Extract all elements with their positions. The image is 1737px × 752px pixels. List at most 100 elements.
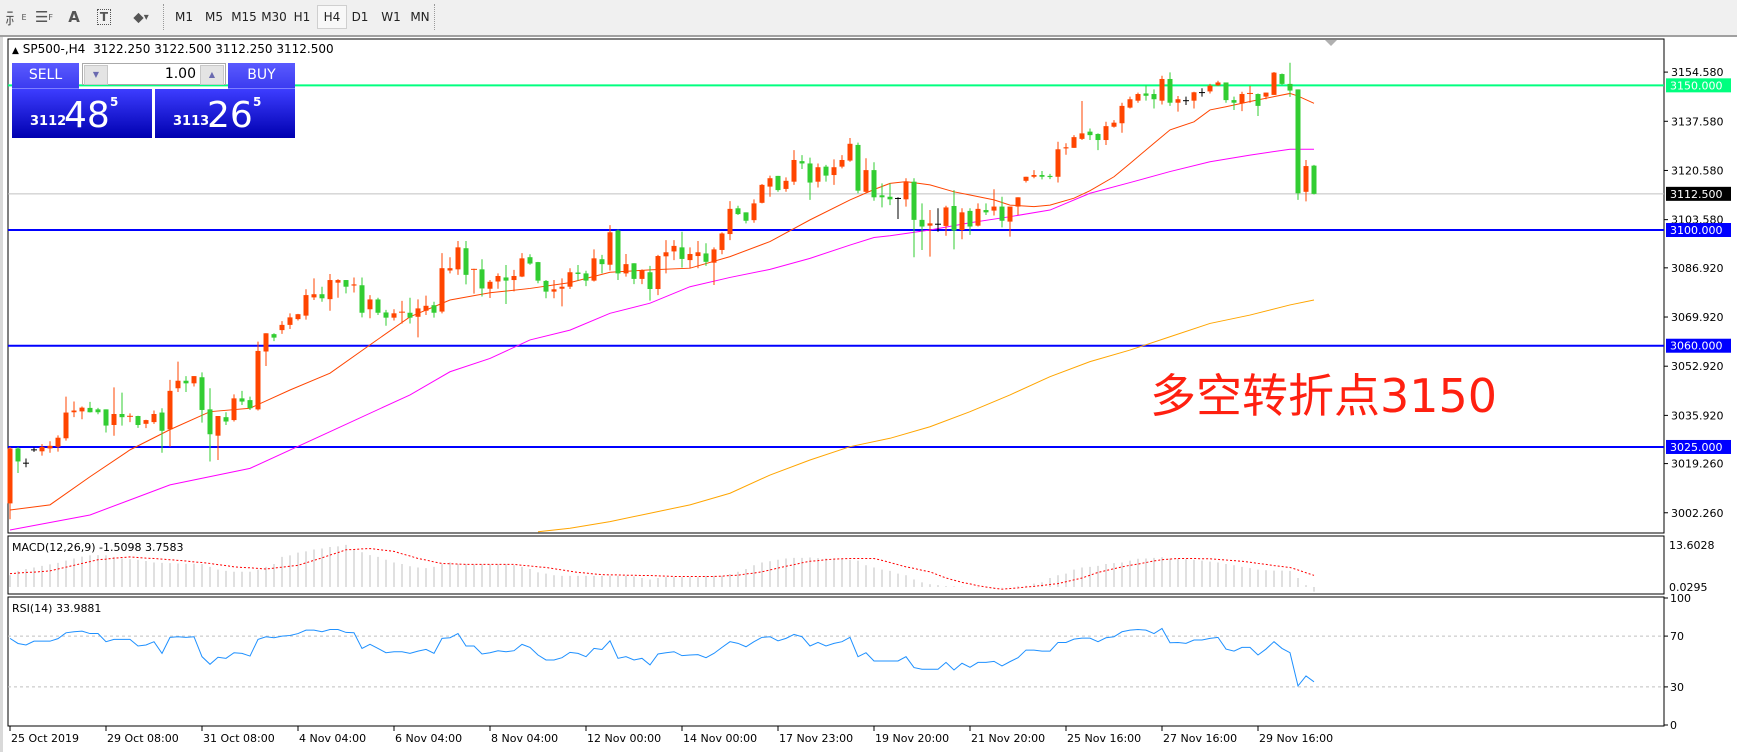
time-axis-label: 6 Nov 04:00 bbox=[395, 732, 462, 745]
candle-body bbox=[319, 294, 325, 299]
sell-price-button[interactable]: 3112 48 5 bbox=[12, 89, 152, 138]
time-axis-label: 8 Nov 04:00 bbox=[491, 732, 558, 745]
candle-body bbox=[1167, 78, 1173, 103]
periods-icon[interactable]: ☰ F bbox=[34, 8, 54, 26]
candle-body bbox=[239, 398, 245, 402]
candle-body bbox=[415, 308, 421, 317]
candle-body bbox=[1215, 82, 1221, 86]
quantity-stepper[interactable]: ▼ 1.00 ▲ bbox=[82, 63, 226, 85]
quantity-increase-button[interactable]: ▲ bbox=[200, 65, 224, 85]
period-m1[interactable]: M1 bbox=[175, 10, 193, 24]
candle-body bbox=[583, 273, 589, 281]
candle-body bbox=[391, 313, 397, 318]
collapse-triangle-icon[interactable]: ▲ bbox=[12, 46, 19, 56]
candle-body bbox=[1127, 99, 1133, 108]
period-m5[interactable]: M5 bbox=[205, 10, 223, 24]
rsi-label: RSI(14) 33.9881 bbox=[12, 602, 101, 615]
candle-body bbox=[535, 262, 541, 281]
sell-button[interactable]: SELL bbox=[12, 63, 79, 89]
candle-body bbox=[767, 178, 773, 187]
buy-button[interactable]: BUY bbox=[228, 63, 295, 89]
candle-body bbox=[1263, 92, 1269, 97]
candle-body bbox=[423, 305, 429, 311]
candle-body bbox=[79, 407, 85, 412]
macd-scale-label: 0.0295 bbox=[1669, 581, 1708, 594]
candle-body bbox=[63, 412, 69, 439]
macd-scale-label: 13.6028 bbox=[1669, 539, 1715, 552]
chart-shift-marker-icon[interactable] bbox=[1325, 40, 1337, 46]
candle-body bbox=[231, 398, 237, 421]
candle-body bbox=[1111, 122, 1117, 127]
candle-body bbox=[839, 159, 845, 167]
price-axis-label: 3137.580 bbox=[1671, 115, 1724, 128]
candle-body bbox=[71, 410, 77, 413]
candle-body bbox=[663, 252, 669, 257]
candle-body bbox=[431, 305, 437, 313]
period-m30[interactable]: M30 bbox=[261, 10, 287, 24]
candle-body bbox=[303, 295, 309, 316]
candle-body bbox=[1287, 83, 1293, 91]
candle-body bbox=[351, 284, 357, 286]
candle-body bbox=[527, 257, 533, 264]
candle-body bbox=[47, 445, 53, 449]
candle-body bbox=[1191, 92, 1197, 101]
candle-body bbox=[1023, 176, 1029, 181]
time-axis-label: 31 Oct 08:00 bbox=[203, 732, 275, 745]
quantity-decrease-button[interactable]: ▼ bbox=[84, 65, 108, 85]
candle-body bbox=[991, 206, 997, 211]
chart-title: ▲ SP500-,H4 3122.250 3122.500 3112.250 3… bbox=[12, 42, 334, 56]
text-icon[interactable]: A bbox=[62, 6, 86, 28]
time-axis-label: 4 Nov 04:00 bbox=[299, 732, 366, 745]
candle-body bbox=[951, 205, 957, 231]
time-axis-label: 29 Oct 08:00 bbox=[107, 732, 179, 745]
quantity-input[interactable]: 1.00 bbox=[164, 66, 196, 82]
candle-body bbox=[735, 208, 741, 215]
candle-body bbox=[1303, 166, 1309, 192]
period-m15[interactable]: M15 bbox=[231, 10, 257, 24]
candle-body bbox=[1143, 93, 1149, 96]
symbol-timeframe: SP500-,H4 bbox=[22, 42, 86, 56]
price-line-label-bg bbox=[1666, 338, 1731, 353]
candle-body bbox=[559, 286, 565, 289]
rsi-scale-label: 70 bbox=[1670, 630, 1684, 643]
candle-body bbox=[1031, 175, 1037, 177]
period-d1[interactable]: D1 bbox=[351, 10, 369, 24]
price-axis-label: 3019.260 bbox=[1671, 458, 1724, 471]
indicators-icon[interactable]: ⺬ E bbox=[5, 9, 27, 28]
main-pane-frame bbox=[7, 38, 1665, 534]
candle-body bbox=[775, 175, 781, 191]
candle-body bbox=[1231, 100, 1237, 103]
time-axis-label: 17 Nov 23:00 bbox=[779, 732, 853, 745]
sell-price-prefix: 3112 bbox=[30, 114, 67, 129]
candle-body bbox=[159, 412, 165, 431]
chart-window[interactable] bbox=[0, 37, 1737, 752]
candle-body bbox=[247, 400, 253, 409]
candle-body bbox=[855, 144, 861, 191]
candle-body bbox=[1151, 94, 1157, 100]
time-axis-label: 12 Nov 00:00 bbox=[587, 732, 661, 745]
candle-body bbox=[863, 170, 869, 192]
candle-body bbox=[871, 170, 877, 198]
candle-body bbox=[919, 219, 925, 227]
time-axis-label: 21 Nov 20:00 bbox=[971, 732, 1045, 745]
period-h4[interactable]: H4 bbox=[317, 5, 347, 29]
candle-body bbox=[927, 223, 933, 226]
candle-body bbox=[1079, 133, 1085, 139]
periods-icon-label: F bbox=[48, 12, 54, 22]
candle-body bbox=[215, 416, 221, 436]
candle-body bbox=[639, 270, 645, 279]
period-w1[interactable]: W1 bbox=[381, 10, 401, 24]
candle-body bbox=[615, 230, 621, 274]
candle-body bbox=[263, 333, 269, 352]
period-h1[interactable]: H1 bbox=[293, 10, 311, 24]
candle-body bbox=[143, 420, 149, 424]
buy-price-sup: 5 bbox=[253, 95, 262, 109]
text-label-icon[interactable]: T bbox=[92, 6, 116, 28]
price-axis-label: 3052.920 bbox=[1671, 360, 1724, 373]
candle-body bbox=[1271, 72, 1277, 95]
buy-price-button[interactable]: 3113 26 5 bbox=[155, 89, 295, 138]
period-mn[interactable]: MN bbox=[410, 10, 430, 24]
arrows-icon[interactable]: ⬥ ▾ bbox=[133, 8, 149, 26]
candle-body bbox=[95, 409, 101, 413]
